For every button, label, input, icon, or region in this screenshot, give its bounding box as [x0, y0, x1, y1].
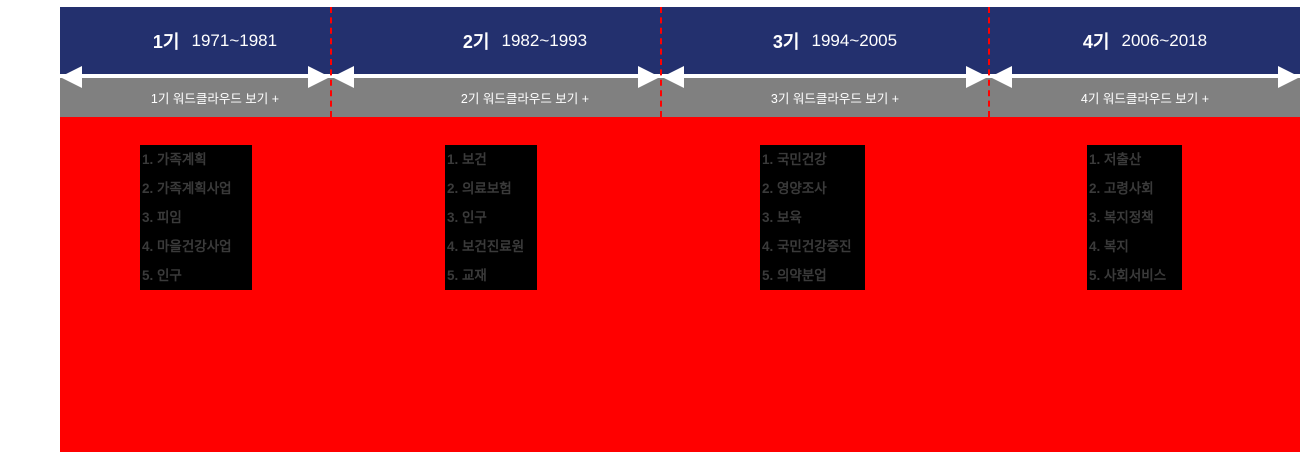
keyword-block-period-1: 1. 가족계획 2. 가족계획사업 3. 피임 4. 마을건강사업 5. 인구 [140, 145, 252, 290]
wordcloud-link-label: 4기 워드클라우드 보기 + [1080, 92, 1210, 106]
list-item[interactable]: 5. 의약분업 [762, 268, 827, 283]
period-number: 3기 [772, 31, 800, 52]
list-item[interactable]: 5. 교재 [447, 268, 487, 283]
period-number: 2기 [462, 31, 490, 52]
list-item[interactable]: 1. 보건 [447, 152, 487, 167]
list-item[interactable]: 3. 인구 [447, 210, 487, 225]
period-range: 1971~1981 [191, 30, 278, 50]
period-band [60, 7, 1300, 74]
wordcloud-link-label: 3기 워드클라우드 보기 + [770, 92, 900, 106]
period-number: 1기 [152, 31, 180, 52]
list-item[interactable]: 5. 사회서비스 [1089, 268, 1167, 283]
period-range: 2006~2018 [1121, 30, 1208, 50]
list-item[interactable]: 4. 보건진료원 [447, 239, 525, 254]
period-number: 4기 [1082, 31, 1110, 52]
wordcloud-link-period-1[interactable]: 1기 워드클라우드 보기 + [60, 78, 370, 117]
period-label-2: 2기 1982~1993 [370, 7, 680, 74]
list-item[interactable]: 2. 영양조사 [762, 181, 827, 196]
keyword-block-period-4: 1. 저출산 2. 고령사회 3. 복지정책 4. 복지 5. 사회서비스 [1087, 145, 1182, 290]
wordcloud-links: 1기 워드클라우드 보기 + 2기 워드클라우드 보기 + 3기 워드클라우드 … [60, 78, 1300, 117]
list-item[interactable]: 2. 가족계획사업 [142, 181, 232, 196]
keyword-block-period-3: 1. 국민건강 2. 영양조사 3. 보육 4. 국민건강증진 5. 의약분업 [760, 145, 865, 290]
wordcloud-link-period-3[interactable]: 3기 워드클라우드 보기 + [680, 78, 990, 117]
wordcloud-link-period-2[interactable]: 2기 워드클라우드 보기 + [370, 78, 680, 117]
period-range: 1982~1993 [501, 30, 588, 50]
period-label-4: 4기 2006~2018 [990, 7, 1300, 74]
keyword-list-period-3: 1. 국민건강 2. 영양조사 3. 보육 4. 국민건강증진 5. 의약분업 [760, 145, 865, 290]
list-item[interactable]: 2. 고령사회 [1089, 181, 1154, 196]
period-label-1: 1기 1971~1981 [60, 7, 370, 74]
list-item[interactable]: 4. 복지 [1089, 239, 1129, 254]
period-divider-3 [988, 7, 990, 117]
list-item[interactable]: 3. 보육 [762, 210, 802, 225]
period-divider-1 [330, 7, 332, 117]
period-range: 1994~2005 [811, 30, 898, 50]
list-item[interactable]: 4. 국민건강증진 [762, 239, 852, 254]
list-item[interactable]: 4. 마을건강사업 [142, 239, 232, 254]
list-item[interactable]: 2. 의료보험 [447, 181, 512, 196]
period-label-3: 3기 1994~2005 [680, 7, 990, 74]
list-item[interactable]: 1. 저출산 [1089, 152, 1142, 167]
wordcloud-link-label: 1기 워드클라우드 보기 + [150, 92, 280, 106]
list-item[interactable]: 1. 국민건강 [762, 152, 827, 167]
keyword-list-period-1: 1. 가족계획 2. 가족계획사업 3. 피임 4. 마을건강사업 5. 인구 [140, 145, 252, 290]
list-item[interactable]: 1. 가족계획 [142, 152, 207, 167]
period-divider-2 [660, 7, 662, 117]
content-panel: 1. 가족계획 2. 가족계획사업 3. 피임 4. 마을건강사업 5. 인구 … [60, 117, 1300, 452]
keyword-block-period-2: 1. 보건 2. 의료보험 3. 인구 4. 보건진료원 5. 교재 [445, 145, 537, 290]
timeline-header: 1기 1971~1981 2기 1982~1993 3기 1994~2005 4… [60, 7, 1300, 117]
period-labels: 1기 1971~1981 2기 1982~1993 3기 1994~2005 4… [60, 7, 1300, 74]
keyword-list-period-2: 1. 보건 2. 의료보험 3. 인구 4. 보건진료원 5. 교재 [445, 145, 537, 290]
list-item[interactable]: 5. 인구 [142, 268, 182, 283]
list-item[interactable]: 3. 피임 [142, 210, 182, 225]
list-item[interactable]: 3. 복지정책 [1089, 210, 1154, 225]
keyword-columns: 1. 가족계획 2. 가족계획사업 3. 피임 4. 마을건강사업 5. 인구 … [60, 117, 1300, 452]
keyword-list-period-4: 1. 저출산 2. 고령사회 3. 복지정책 4. 복지 5. 사회서비스 [1087, 145, 1182, 290]
wordcloud-link-period-4[interactable]: 4기 워드클라우드 보기 + [990, 78, 1300, 117]
wordcloud-link-label: 2기 워드클라우드 보기 + [460, 92, 590, 106]
